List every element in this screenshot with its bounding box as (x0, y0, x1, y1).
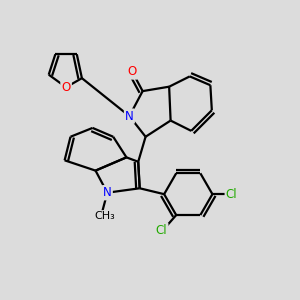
Text: N: N (103, 186, 112, 199)
Text: N: N (125, 110, 134, 123)
Text: Cl: Cl (226, 188, 237, 201)
Text: CH₃: CH₃ (94, 211, 115, 221)
Text: O: O (128, 65, 137, 79)
Text: O: O (61, 81, 71, 94)
Text: Cl: Cl (156, 224, 167, 237)
